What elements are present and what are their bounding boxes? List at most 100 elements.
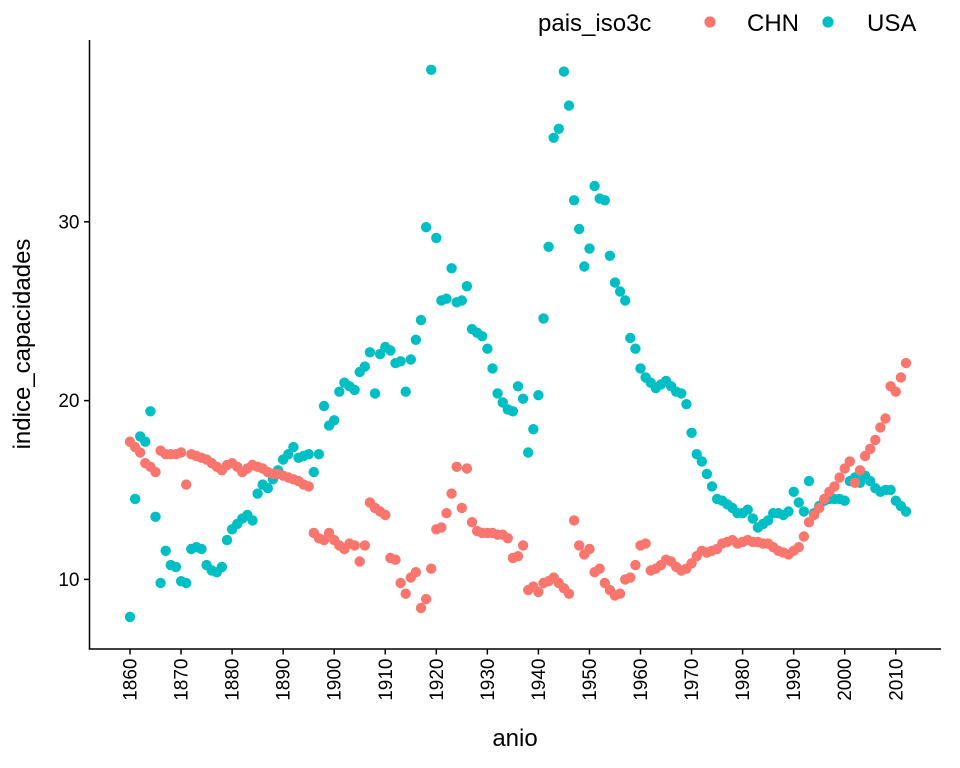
data-point-chn	[895, 372, 907, 383]
y-tick-label: 20	[58, 391, 79, 412]
x-tick-label: 1970	[682, 659, 703, 701]
data-point-usa	[441, 293, 452, 304]
data-points	[124, 64, 912, 623]
data-point-usa	[686, 427, 697, 438]
data-point-usa	[900, 506, 912, 517]
data-point-usa	[318, 400, 330, 412]
data-point-usa	[568, 195, 580, 206]
data-point-usa	[803, 475, 815, 487]
data-point-usa	[742, 504, 753, 515]
data-point-chn	[584, 543, 595, 555]
data-point-usa	[507, 406, 519, 417]
data-point-chn	[380, 509, 391, 521]
data-point-usa	[303, 449, 314, 460]
data-point-usa	[482, 343, 493, 354]
data-point-usa	[334, 386, 345, 397]
data-point-chn	[614, 588, 626, 599]
data-point-chn	[594, 563, 605, 574]
data-point-chn	[446, 488, 457, 499]
data-point-usa	[512, 381, 524, 392]
data-point-usa	[221, 534, 233, 546]
x-tick-label: 1960	[631, 659, 652, 701]
data-point-chn	[563, 588, 575, 599]
data-point-usa	[676, 388, 687, 399]
data-point-usa	[599, 195, 610, 206]
x-tick-label: 2010	[886, 659, 907, 701]
data-point-chn	[568, 515, 580, 526]
data-point-chn	[150, 466, 161, 478]
x-tick-label: 1940	[529, 659, 550, 701]
data-point-usa	[563, 100, 575, 111]
data-point-usa	[446, 263, 457, 274]
data-point-usa	[308, 466, 319, 478]
data-point-usa	[145, 406, 156, 417]
x-tick-label: 1910	[376, 659, 397, 701]
x-tick-label: 1880	[223, 659, 244, 701]
y-axis-title: indice_capacidades	[9, 239, 36, 450]
x-tick-label: 1860	[121, 659, 142, 701]
data-point-usa	[140, 436, 151, 447]
data-point-usa	[609, 277, 621, 288]
data-point-usa	[614, 286, 626, 297]
data-point-usa	[885, 484, 896, 496]
y-tick-label: 10	[58, 570, 79, 591]
data-point-usa	[517, 393, 529, 404]
data-point-usa	[543, 241, 554, 252]
data-point-usa	[155, 577, 166, 589]
data-point-chn	[803, 517, 815, 528]
x-tick-label: 1890	[274, 659, 295, 701]
data-point-usa	[410, 334, 422, 345]
data-point-chn	[900, 357, 912, 369]
data-point-chn	[854, 465, 866, 476]
data-point-usa	[584, 243, 595, 254]
data-point-usa	[431, 232, 442, 244]
data-point-chn	[630, 559, 641, 571]
data-point-chn	[441, 508, 452, 519]
legend-dot-chn	[704, 16, 716, 28]
data-point-usa	[252, 488, 263, 499]
data-point-usa	[487, 363, 498, 374]
data-point-usa	[426, 64, 437, 76]
data-point-chn	[349, 540, 360, 551]
data-point-chn	[512, 551, 524, 562]
data-point-chn	[420, 593, 432, 605]
data-point-chn	[829, 481, 840, 492]
x-tick-label: 1980	[733, 659, 754, 701]
data-point-usa	[783, 506, 794, 517]
data-point-usa	[395, 356, 406, 367]
data-point-usa	[129, 493, 141, 505]
x-tick-label: 1930	[478, 659, 499, 701]
data-point-usa	[839, 495, 850, 506]
data-point-usa	[523, 447, 534, 458]
data-point-chn	[849, 477, 861, 488]
data-point-chn	[793, 542, 804, 553]
data-point-usa	[788, 486, 799, 497]
data-point-chn	[533, 586, 544, 598]
data-point-usa	[349, 384, 360, 396]
data-point-usa	[793, 497, 804, 508]
data-point-usa	[691, 449, 702, 460]
data-point-chn	[135, 447, 146, 458]
data-point-usa	[364, 347, 376, 358]
data-point-chn	[323, 527, 335, 539]
data-point-chn	[303, 481, 314, 492]
data-point-usa	[313, 449, 325, 460]
data-point-chn	[625, 572, 636, 583]
data-point-usa	[247, 515, 258, 526]
y-axis-ticks: 10 20 30	[58, 212, 90, 591]
data-point-chn	[354, 556, 365, 567]
y-tick-label: 30	[58, 212, 79, 233]
data-point-usa	[798, 506, 810, 517]
data-point-chn	[640, 538, 651, 549]
data-point-usa	[625, 332, 636, 344]
x-tick-label: 1870	[172, 659, 193, 701]
data-point-usa	[160, 545, 171, 556]
data-point-usa	[369, 388, 381, 399]
data-point-usa	[528, 424, 539, 435]
data-point-usa	[747, 513, 758, 524]
data-point-usa	[415, 314, 427, 326]
data-point-chn	[181, 479, 192, 490]
data-point-chn	[502, 533, 513, 544]
